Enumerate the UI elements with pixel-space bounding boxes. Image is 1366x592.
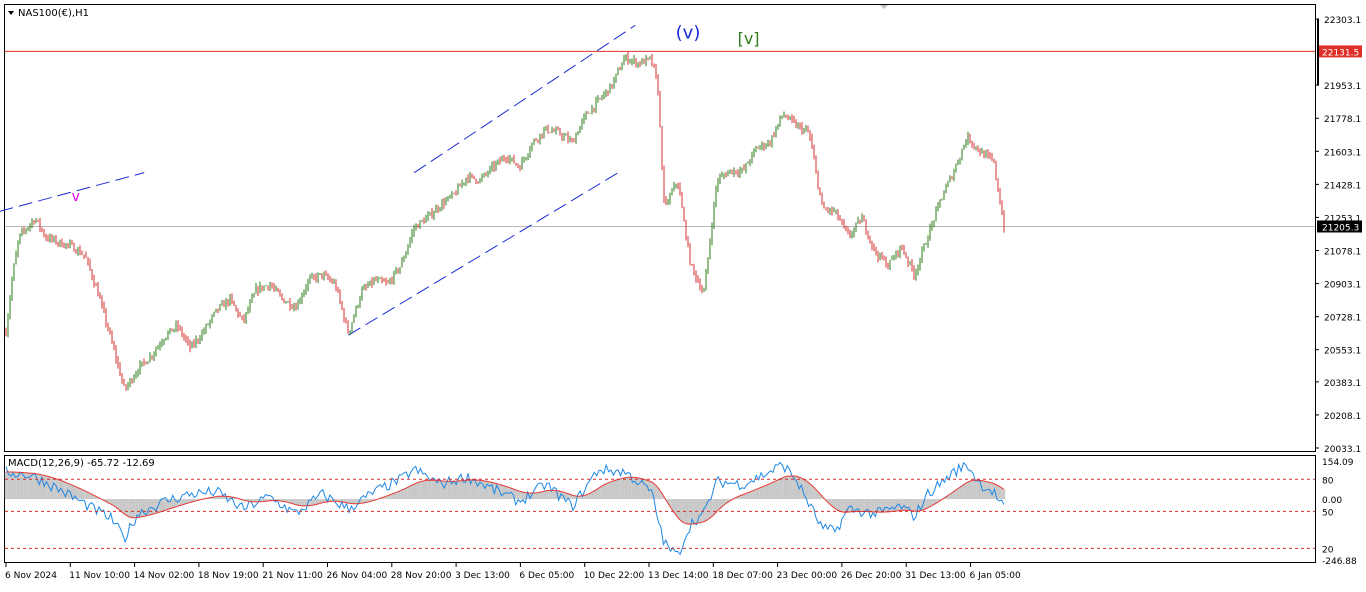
wave-label: (v) — [676, 22, 701, 43]
macd-line — [5, 461, 1005, 556]
time-tick-label: 6 Nov 2024 — [5, 571, 57, 581]
current-price-label: 21205.3 — [1322, 223, 1359, 233]
time-axis: 6 Nov 2024 11 Nov 10:00 14 Nov 02:00 18 Nov… — [5, 563, 1021, 581]
wave-label: [v] — [738, 29, 760, 48]
time-tick-label: 26 Nov 04:00 — [327, 571, 388, 581]
candlestick-series — [5, 51, 1005, 391]
macd-tick-label: 0.00 — [1322, 496, 1342, 506]
price-tick-label: 20033.1 — [1324, 445, 1361, 455]
time-tick-label: 18 Nov 19:00 — [198, 571, 259, 581]
macd-histogram — [4, 471, 1006, 525]
symbol-label: NAS100(€),H1 — [18, 8, 89, 19]
price-tick-label: 22303.1 — [1324, 16, 1361, 26]
price-tick-label: 21603.1 — [1324, 148, 1361, 158]
price-tick-label: 20383.1 — [1324, 379, 1361, 389]
wave-labels: v (v) [v] — [72, 22, 760, 205]
price-tick-label: 20728.1 — [1324, 314, 1361, 324]
time-tick-label: 23 Dec 00:00 — [777, 571, 838, 581]
macd-axis: 154.09 80 0.00 50 -246.88 20 — [5, 458, 1357, 567]
current-price-tag — [1317, 220, 1362, 233]
time-tick-label: 3 Dec 13:00 — [455, 571, 510, 581]
price-tick-label: 20903.1 — [1324, 281, 1361, 291]
price-tick-label: 21778.1 — [1324, 115, 1361, 125]
time-tick-label: 10 Dec 22:00 — [584, 571, 645, 581]
price-tag-label: 22131.5 — [1322, 48, 1359, 58]
symbol-header[interactable]: NAS100(€),H1 — [8, 8, 89, 19]
main-pane-frame — [4, 4, 1316, 452]
price-tick-label: 21953.1 — [1324, 82, 1361, 92]
time-tick-label: 28 Nov 20:00 — [391, 571, 452, 581]
time-tick-label: 13 Dec 14:00 — [648, 571, 709, 581]
wave-label: v — [72, 189, 80, 205]
scroll-marker-icon[interactable] — [880, 5, 888, 9]
price-tick-label: 20208.1 — [1324, 412, 1361, 422]
price-tick-label: 21253.1 — [1324, 214, 1361, 224]
price-tick-label: 20553.1 — [1324, 347, 1361, 357]
trend-line[interactable] — [0, 172, 145, 212]
macd-pane-frame — [4, 455, 1316, 563]
time-tick-label: 21 Nov 11:00 — [262, 571, 323, 581]
level-lines — [5, 50, 1315, 227]
time-tick-label: 14 Nov 02:00 — [134, 571, 195, 581]
trend-channel — [0, 24, 636, 336]
dropdown-triangle-icon[interactable] — [8, 11, 14, 15]
time-tick-label: 18 Dec 07:00 — [712, 571, 773, 581]
time-tick-label: 31 Dec 13:00 — [905, 571, 966, 581]
macd-tick-label: 20 — [1322, 545, 1334, 555]
signal-line — [6, 471, 1005, 525]
macd-tick-label: -246.88 — [1322, 557, 1357, 567]
macd-tick-label: 50 — [1322, 508, 1334, 518]
time-tick-label: 6 Dec 05:00 — [519, 571, 574, 581]
time-tick-label: 11 Nov 10:00 — [69, 571, 130, 581]
macd-tick-label: 80 — [1322, 476, 1334, 486]
trend-line[interactable] — [413, 24, 636, 174]
price-axis: 22303.1 21953.1 21778.1 21603.1 21428.1 21253… — [1315, 16, 1362, 455]
macd-lines — [5, 461, 1005, 556]
price-tick-label: 21078.1 — [1324, 248, 1361, 258]
macd-tick-label: 154.09 — [1322, 458, 1354, 468]
price-tag — [1317, 45, 1362, 58]
time-tick-label: 26 Dec 20:00 — [841, 571, 902, 581]
macd-label: MACD(12,26,9) -65.72 -12.69 — [8, 458, 155, 469]
price-tick-label: 21428.1 — [1324, 181, 1361, 191]
time-tick-label: 6 Jan 05:00 — [970, 571, 1022, 581]
trend-line[interactable] — [348, 172, 619, 336]
